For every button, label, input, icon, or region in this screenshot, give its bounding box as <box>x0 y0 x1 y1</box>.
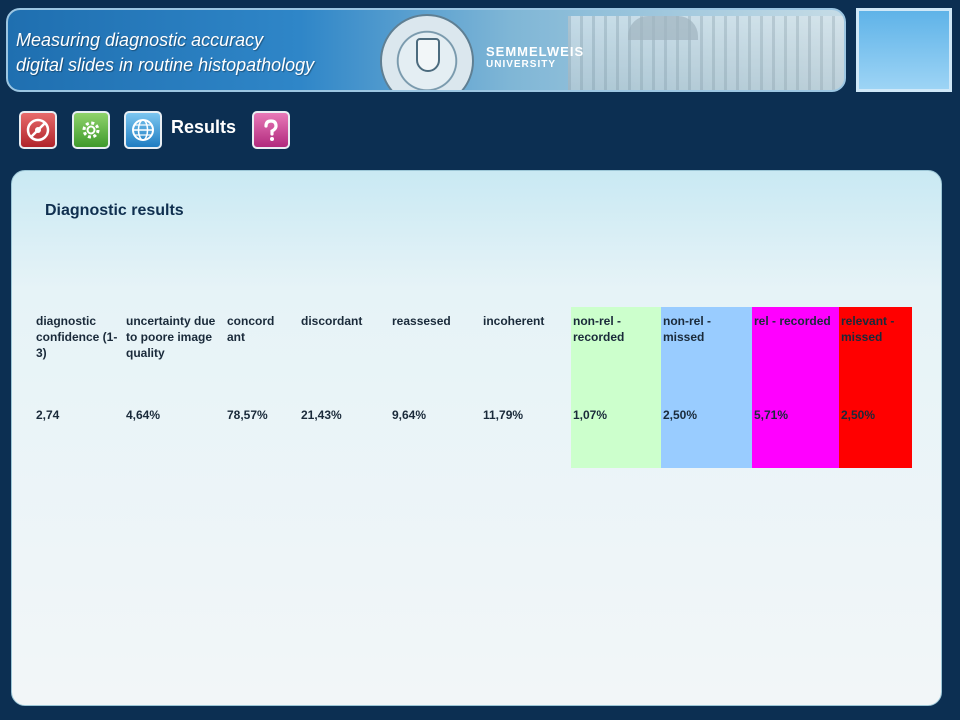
university-building-image <box>568 16 844 90</box>
table-cell: 2,74 <box>36 408 60 422</box>
gear-icon-glyph <box>82 121 100 139</box>
column-header: relevant - missed <box>839 307 912 401</box>
disc-icon-glyph <box>26 118 50 142</box>
column-header: concord ant <box>227 314 275 344</box>
header-banner: Measuring diagnostic accuracy digital sl… <box>6 8 846 92</box>
results-label: Results <box>171 117 237 137</box>
globe-icon[interactable] <box>124 111 162 149</box>
results-table: diagnostic confidence (1-3) uncertainty … <box>34 307 912 468</box>
presentation-title: Measuring diagnostic accuracy digital sl… <box>16 28 314 78</box>
help-icon-glyph <box>264 119 278 141</box>
corner-thumbnail <box>856 8 952 92</box>
table-cell: 21,43% <box>301 408 342 422</box>
table-cell: 9,64% <box>392 408 427 422</box>
seal-shield-icon <box>416 38 440 72</box>
column-header: discordant <box>301 314 363 328</box>
gear-icon[interactable] <box>72 111 110 149</box>
page-title: Diagnostic results <box>45 202 184 219</box>
table-cell: 11,79% <box>483 408 524 422</box>
column-header: uncertainty due to poore image quality <box>126 314 216 360</box>
table-cell: 1,07% <box>571 401 661 468</box>
column-header: reassesed <box>392 314 451 328</box>
column-header: diagnostic confidence (1-3) <box>36 314 118 360</box>
table-header-row: diagnostic confidence (1-3) uncertainty … <box>34 307 912 401</box>
table-cell: 2,50% <box>839 401 912 468</box>
column-header: non-rel - missed <box>661 307 752 401</box>
table-cell: 78,57% <box>227 408 268 422</box>
brand-logo-text: SEMMELWEIS UNIVERSITY <box>486 44 584 70</box>
title-line-1: Measuring diagnostic accuracy <box>16 30 264 50</box>
disc-icon[interactable] <box>19 111 57 149</box>
brand-sub: UNIVERSITY <box>486 59 557 70</box>
help-icon[interactable] <box>252 111 290 149</box>
content-panel: Diagnostic results diagnostic confidence… <box>11 170 942 706</box>
globe-icon-glyph <box>132 119 154 141</box>
column-header: incoherent <box>483 314 545 328</box>
table-cell: 2,50% <box>661 401 752 468</box>
table-cell: 4,64% <box>126 408 161 422</box>
table-cell: 5,71% <box>752 401 839 468</box>
table-row: 2,74 4,64% 78,57% 21,43% 9,64% 11,79% 1,… <box>34 401 912 468</box>
column-header: non-rel - recorded <box>571 307 661 401</box>
column-header: rel - recorded <box>752 307 839 401</box>
title-line-2: digital slides in routine histopathology <box>16 55 315 75</box>
brand-name: SEMMELWEIS <box>486 44 585 59</box>
building-dome <box>628 16 698 40</box>
